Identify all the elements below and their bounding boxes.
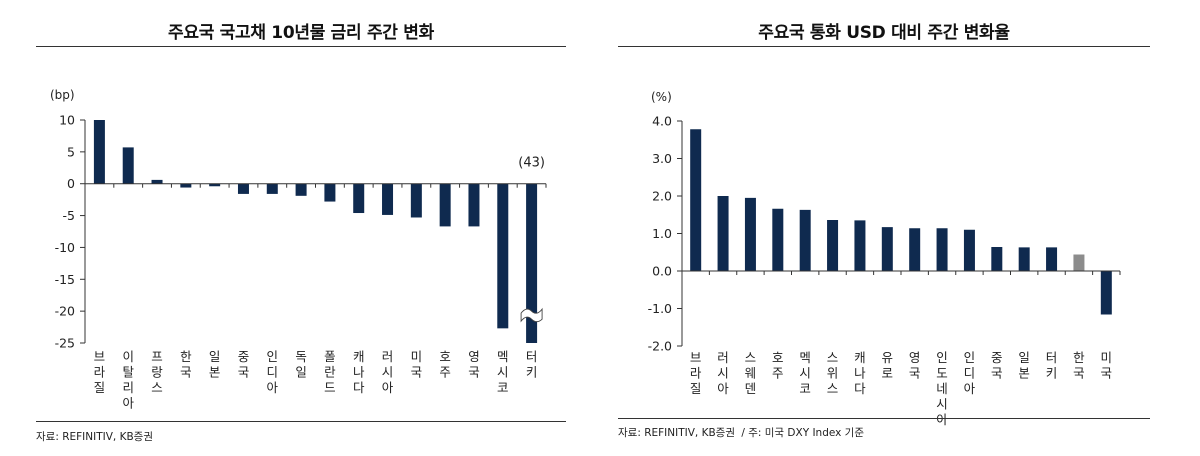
bar [468,183,480,227]
y-tick-label: -1.0 [648,301,672,316]
bar [881,227,893,271]
currency-change-chart: (%) 4.0 3.0 2.0 1.0 0.0 -1.0 -2.0 브 라 질 러 시 아 스 웨 덴 호 주 멕 시 코… [648,90,1121,427]
bar [799,209,811,271]
y-tick-label: 0 [67,176,75,191]
bar [963,229,975,271]
bar [909,228,921,271]
bar [991,247,1003,271]
footnote-text: / 주: 미국 DXY Index 기준 [741,427,865,439]
footer-divider [36,421,566,422]
y-tick-label: 4.0 [652,114,672,129]
bar [854,220,866,271]
bar [690,129,702,271]
bar [353,183,365,214]
bar [151,179,163,184]
bar [497,183,509,329]
bar [122,147,134,184]
bar [410,183,422,218]
unit-label: (%) [651,90,672,104]
bar [717,196,729,271]
bar [827,220,839,271]
bar [266,183,278,194]
bar [439,183,451,227]
y-tick-label: -2.0 [648,339,672,354]
bar [237,183,249,194]
source-note: 자료: REFINITIV, KB증권 / 주: 미국 DXY Index 기준 [618,425,864,440]
y-tick-label: 3.0 [652,151,672,166]
bar [1046,247,1058,271]
bar [1100,271,1112,315]
y-tick-label: 1.0 [652,226,672,241]
unit-label: (bp) [50,88,75,102]
y-tick-label: -25 [55,336,75,351]
bar [1073,254,1085,271]
bar [936,228,948,271]
source-note: 자료: REFINITIV, KB증권 [36,429,153,444]
y-tick-label: -10 [55,240,75,255]
bar [382,183,394,215]
source-text: 자료: REFINITIV, KB증권 [618,427,735,439]
y-tick-label: -5 [63,208,75,223]
y-tick-label: 10 [59,113,75,128]
data-label: (43) [518,156,545,171]
source-text: 자료: REFINITIV, KB증권 [36,431,153,443]
bar [1018,247,1030,271]
bar [526,183,538,343]
title-divider [36,46,566,47]
y-tick-label: 2.0 [652,189,672,204]
y-tick-label: -20 [55,304,75,319]
bar [744,197,756,271]
bond-yield-chart: (bp) 10 5 0 -5 -10 -15 -20 -25 브 라 질 이 탈 리 아 프 랑 스 한 국 일 본 중 국 인 디… [50,88,547,411]
bar [295,183,307,196]
y-tick-label: -15 [55,272,75,287]
bar [324,183,336,202]
title-divider [618,46,1150,47]
bar [772,208,784,271]
bar [209,183,221,187]
y-tick-label: 0.0 [652,264,672,279]
bar [180,183,192,188]
y-tick-label: 5 [67,144,75,159]
currency-chart-title: 주요국 통화 USD 대비 주간 변화율 [758,23,1010,43]
axis-break-symbol [520,307,543,323]
footer-divider [618,418,1150,419]
bar [93,120,105,184]
bond-chart-title: 주요국 국고채 10년물 금리 주간 변화 [168,23,434,43]
